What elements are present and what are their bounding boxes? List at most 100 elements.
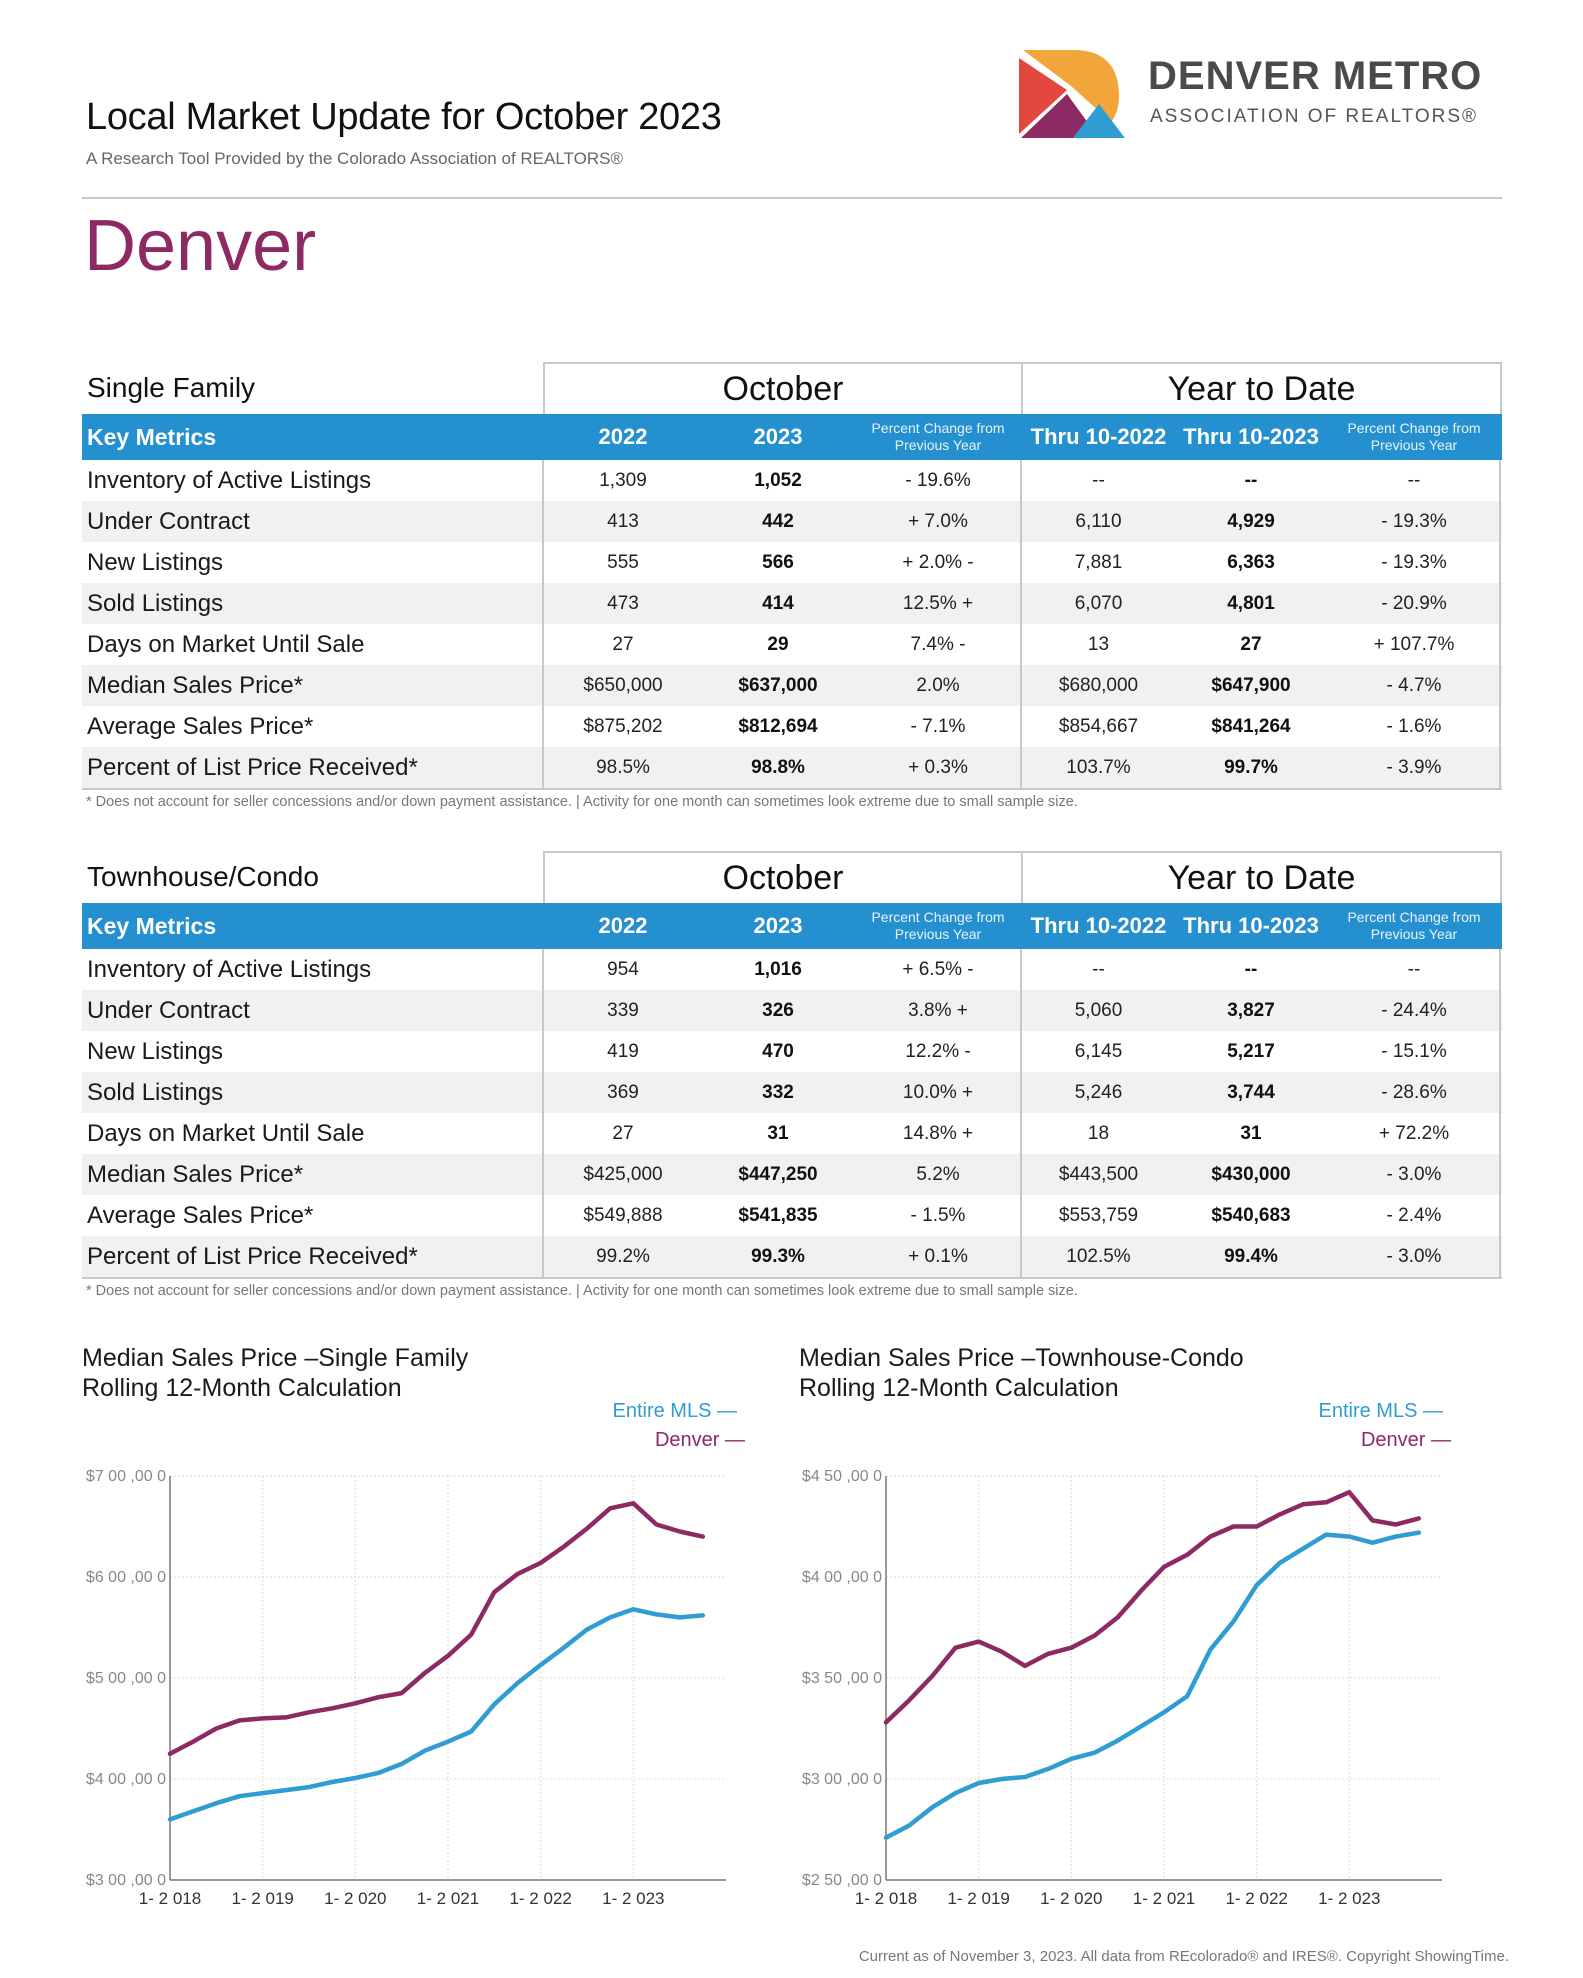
x-tick-label: 1- 2 019	[947, 1889, 1009, 1908]
value-cell: 1,309	[599, 469, 647, 491]
value-cell: 13	[1087, 633, 1110, 655]
percent-change-cell: - 24.4%	[1381, 999, 1447, 1021]
metric-label: Average Sales Price*	[87, 1201, 314, 1229]
chart1-plot: $3 00 ,00 0 $4 00 ,00 0 $5 00 ,00 0 $6 00 ,…	[86, 1468, 726, 1908]
table-row: Inventory of Active Listings 954 1,016 + 6.…	[82, 949, 1502, 990]
metric-label: Sold Listings	[87, 589, 224, 617]
percent-change-cell: + 6.5% -	[902, 958, 974, 980]
series-line-entire-mls	[883, 1530, 1422, 1840]
table-row: Days on Market Until Sale 27 31 14.8% + 18 31…	[82, 1113, 1502, 1154]
value-cell: 413	[607, 510, 639, 532]
single-family-table: Single Family October Year to Date Key Metr…	[82, 362, 1502, 810]
percent-change-cell: - 1.5%	[910, 1204, 966, 1226]
value-cell: 566	[762, 551, 794, 573]
value-cell: 99.2%	[596, 1245, 650, 1267]
table-row: New Listings 419 470 12.2% - 6,145 5,217 - 15.…	[82, 1031, 1502, 1072]
chart2-title: Median Sales Price –Townhouse-Condo	[799, 1344, 1244, 1372]
column-separator	[1499, 949, 1501, 1277]
value-cell: $841,264	[1211, 715, 1291, 737]
header-period-column: Thru 10-2022	[1030, 913, 1167, 938]
value-cell: 5,060	[1074, 999, 1123, 1021]
value-cell: $812,694	[738, 715, 818, 737]
value-cell: 103.7%	[1066, 756, 1131, 778]
column-separator	[542, 949, 544, 1277]
x-tick-label: 1- 2 018	[139, 1889, 201, 1908]
percent-change-cell: 7.4% -	[910, 633, 966, 655]
value-cell: 6,145	[1074, 1040, 1123, 1062]
value-cell: 954	[607, 958, 639, 980]
value-cell: 6,070	[1074, 592, 1123, 614]
value-cell: 98.8%	[751, 756, 805, 778]
value-cell: 369	[607, 1081, 639, 1103]
y-tick-label: $3 50 ,00 0	[802, 1670, 882, 1687]
x-tick-label: 1- 2 021	[1133, 1889, 1195, 1908]
value-cell: 27	[1240, 633, 1262, 655]
value-cell: 1,016	[754, 958, 802, 980]
y-tick-label: $4 00 ,00 0	[802, 1569, 882, 1586]
metric-label: Inventory of Active Listings	[87, 466, 372, 494]
chart1-subtitle: Rolling 12-Month Calculation	[82, 1374, 402, 1402]
association-logo	[1019, 50, 1125, 138]
chart1-legend-mls: Entire MLS —	[612, 1400, 738, 1422]
percent-change-cell: - 3.0%	[1386, 1163, 1442, 1185]
percent-change-cell: + 0.1%	[908, 1245, 968, 1267]
header-key-metrics: Key Metrics	[87, 423, 217, 450]
value-cell: $854,667	[1058, 715, 1139, 737]
table-row: Percent of List Price Received* 98.5% 98.8…	[82, 747, 1502, 788]
value-cell: 470	[762, 1040, 794, 1062]
value-cell: --	[1092, 958, 1105, 980]
series-line-denver	[167, 1501, 706, 1757]
metric-label: Median Sales Price*	[87, 671, 304, 699]
percent-change-cell: - 3.9%	[1386, 756, 1442, 778]
value-cell: --	[1244, 958, 1258, 980]
value-cell: 98.5%	[596, 756, 650, 778]
y-tick-label: $3 00 ,00 0	[86, 1872, 166, 1889]
value-cell: 419	[607, 1040, 639, 1062]
y-tick-label: $5 00 ,00 0	[86, 1670, 166, 1687]
header-percent-change: Percent Change from Previous Year	[1347, 420, 1481, 453]
header-percent-change: Percent Change from Previous Year	[871, 909, 1005, 942]
value-cell: $647,900	[1211, 674, 1291, 696]
metric-label: Under Contract	[87, 507, 250, 535]
org-name: DENVER METRO	[1148, 54, 1483, 98]
value-cell: 4,929	[1227, 510, 1275, 532]
metric-label: Inventory of Active Listings	[87, 955, 372, 983]
metric-label: Under Contract	[87, 996, 250, 1024]
header-percent-change: Percent Change from Previous Year	[871, 420, 1005, 453]
value-cell: $875,202	[583, 715, 663, 737]
x-tick-label: 1- 2 020	[324, 1889, 386, 1908]
table-row: Days on Market Until Sale 27 29 7.4% - 13 27 +…	[82, 624, 1502, 665]
table-row: Percent of List Price Received* 99.2% 99.3…	[82, 1236, 1502, 1277]
value-cell: 332	[762, 1081, 794, 1103]
x-tick-label: 1- 2 019	[231, 1889, 293, 1908]
table-row: Average Sales Price* $549,888 $541,835 - 1.…	[82, 1195, 1502, 1236]
org-subtitle: ASSOCIATION OF REALTORS®	[1150, 106, 1479, 127]
percent-change-cell: 3.8% +	[908, 999, 968, 1021]
series-line-denver	[883, 1489, 1422, 1725]
header-period-column: Thru 10-2023	[1183, 424, 1319, 449]
value-cell: 27	[612, 1122, 634, 1144]
percent-change-cell: + 7.0%	[908, 510, 968, 532]
header-period-column: 2023	[753, 424, 803, 449]
value-cell: 1,052	[754, 469, 802, 491]
chart1-title: Median Sales Price –Single Family	[82, 1344, 469, 1372]
percent-change-cell: - 19.3%	[1381, 510, 1447, 532]
table-section-head: Single Family October Year to Date	[82, 362, 1502, 414]
percent-change-cell: --	[1407, 469, 1421, 491]
value-cell: $540,683	[1211, 1204, 1291, 1226]
table-section-label: Single Family	[87, 372, 256, 403]
percent-change-cell: + 0.3%	[908, 756, 968, 778]
chart2-subtitle: Rolling 12-Month Calculation	[799, 1374, 1119, 1402]
value-cell: $541,835	[738, 1204, 818, 1226]
value-cell: $553,759	[1058, 1204, 1139, 1226]
value-cell: $680,000	[1058, 674, 1139, 696]
x-tick-label: 1- 2 021	[417, 1889, 479, 1908]
value-cell: --	[1244, 469, 1258, 491]
value-cell: $549,888	[583, 1204, 663, 1226]
percent-change-cell: - 28.6%	[1381, 1081, 1447, 1103]
value-cell: 27	[612, 633, 634, 655]
period-october: October	[543, 362, 1023, 414]
value-cell: 339	[607, 999, 639, 1021]
metric-label: New Listings	[87, 1037, 224, 1065]
value-cell: $447,250	[738, 1163, 818, 1185]
